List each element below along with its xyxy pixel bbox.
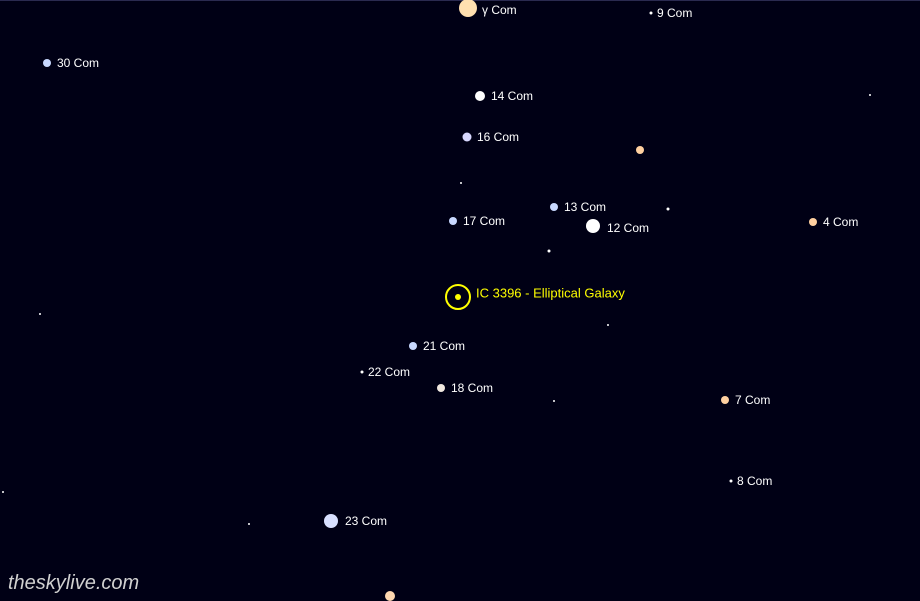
star-label-23-com: 23 Com xyxy=(345,514,387,528)
star-9-com xyxy=(650,12,653,15)
star-gamma-com xyxy=(459,0,477,17)
star-label-16-com: 16 Com xyxy=(477,130,519,144)
star-unnamed-left-2 xyxy=(2,491,4,493)
star-22-com xyxy=(361,371,364,374)
star-unnamed-orange-1 xyxy=(636,146,644,154)
star-label-14-com: 14 Com xyxy=(491,89,533,103)
star-unnamed-mid-1 xyxy=(548,250,551,253)
star-30-com xyxy=(43,59,51,67)
star-label-18-com: 18 Com xyxy=(451,381,493,395)
star-unnamed-right-1 xyxy=(667,208,670,211)
target-label: IC 3396 - Elliptical Galaxy xyxy=(476,286,625,301)
star-12-com xyxy=(586,219,600,233)
star-label-21-com: 21 Com xyxy=(423,339,465,353)
star-unnamed-bottom-1 xyxy=(248,523,250,525)
star-unnamed-left-1 xyxy=(39,313,41,315)
star-label-9-com: 9 Com xyxy=(657,6,692,20)
star-16-com xyxy=(463,133,472,142)
star-13-com xyxy=(550,203,558,211)
star-unnamed-far-right-1 xyxy=(869,94,871,96)
star-label-12-com: 12 Com xyxy=(607,221,649,235)
star-label-gamma-com: γ Com xyxy=(482,3,517,17)
top-border-line xyxy=(0,0,920,1)
star-17-com xyxy=(449,217,457,225)
star-23-com xyxy=(324,514,338,528)
star-21-com xyxy=(409,342,417,350)
star-4-com xyxy=(809,218,817,226)
star-label-17-com: 17 Com xyxy=(463,214,505,228)
target-dot xyxy=(455,294,461,300)
star-7-com xyxy=(721,396,729,404)
star-14-com xyxy=(475,91,485,101)
star-unnamed-tiny-1 xyxy=(460,182,462,184)
star-unnamed-mid-3 xyxy=(553,400,555,402)
star-label-30-com: 30 Com xyxy=(57,56,99,70)
star-label-4-com: 4 Com xyxy=(823,215,858,229)
star-8-com xyxy=(730,480,733,483)
watermark-text: theskylive.com xyxy=(8,572,139,595)
star-label-7-com: 7 Com xyxy=(735,393,770,407)
star-label-8-com: 8 Com xyxy=(737,474,772,488)
star-unnamed-mid-2 xyxy=(607,324,609,326)
star-label-13-com: 13 Com xyxy=(564,200,606,214)
star-label-22-com: 22 Com xyxy=(368,365,410,379)
star-18-com xyxy=(437,384,445,392)
